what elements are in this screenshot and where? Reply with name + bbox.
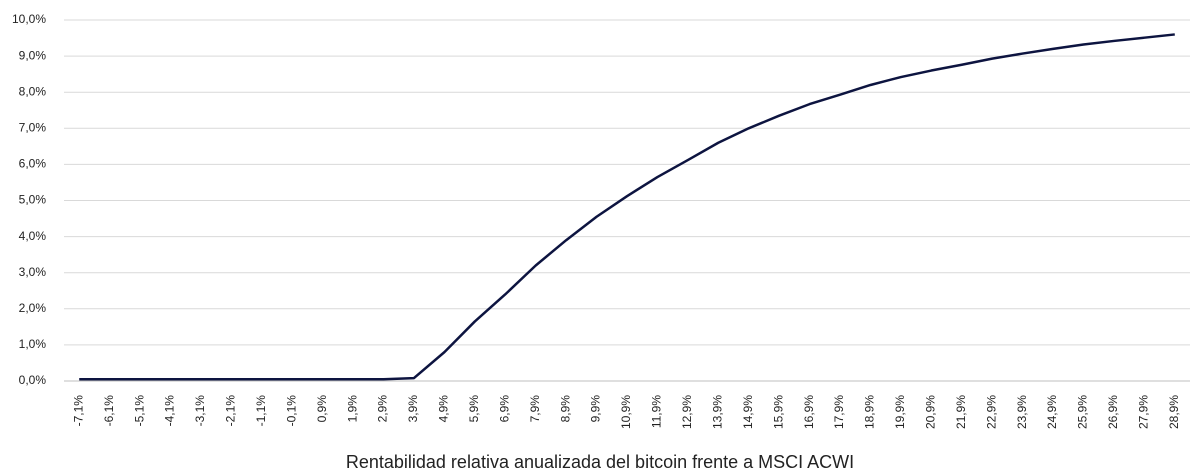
x-tick-label: 9,9%: [589, 395, 603, 423]
x-tick-label: 1,9%: [345, 395, 359, 423]
x-tick-label: 0,9%: [315, 395, 329, 423]
x-tick-label: 14,9%: [741, 395, 755, 429]
y-tick-label: 1,0%: [19, 337, 47, 351]
y-tick-label: 4,0%: [19, 229, 47, 243]
x-tick-label: -3,1%: [193, 395, 207, 427]
x-tick-label: 27,9%: [1137, 395, 1151, 429]
x-tick-label: 26,9%: [1106, 395, 1120, 429]
x-tick-label: 7,9%: [528, 395, 542, 423]
x-tick-label: 2,9%: [376, 395, 390, 423]
x-tick-label: 20,9%: [923, 395, 937, 429]
x-tick-label: 18,9%: [863, 395, 877, 429]
y-tick-label: 7,0%: [19, 120, 47, 134]
x-tick-label: 10,9%: [619, 395, 633, 429]
y-tick-label: 3,0%: [19, 265, 47, 279]
x-tick-label: 28,9%: [1167, 395, 1181, 429]
x-tick-label: 23,9%: [1015, 395, 1029, 429]
x-tick-label: -5,1%: [132, 395, 146, 427]
x-tick-label: -6,1%: [102, 395, 116, 427]
line: [79, 33, 1175, 381]
y-tick-label: 8,0%: [19, 84, 47, 98]
y-tick-label: 6,0%: [19, 157, 47, 171]
x-tick-label: 15,9%: [771, 395, 785, 429]
x-tick-label: 5,9%: [467, 395, 481, 423]
x-tick-label: 17,9%: [832, 395, 846, 429]
x-tick-label: 3,9%: [406, 395, 420, 423]
x-tick-label: 12,9%: [680, 395, 694, 429]
x-tick-label: -0,1%: [284, 395, 298, 427]
x-tick-label: -7,1%: [71, 395, 85, 427]
x-tick-label: -2,1%: [224, 395, 238, 427]
y-tick-label: 5,0%: [19, 193, 47, 207]
x-tick-label: -1,1%: [254, 395, 268, 427]
x-tick-label: 11,9%: [650, 395, 664, 428]
x-tick-label: 6,9%: [497, 395, 511, 423]
x-tick-label: 24,9%: [1045, 395, 1059, 429]
x-tick-label: 8,9%: [558, 395, 572, 423]
x-tick-label: 21,9%: [954, 395, 968, 429]
x-tick-label: 25,9%: [1076, 395, 1090, 429]
y-tick-label: 9,0%: [19, 48, 47, 62]
y-tick-label: 10,0%: [12, 12, 46, 26]
x-tick-label: 16,9%: [802, 395, 816, 429]
x-axis-title: Rentabilidad relativa anualizada del bit…: [346, 452, 854, 472]
y-tick-label: 0,0%: [19, 373, 47, 387]
x-tick-label: -4,1%: [163, 395, 177, 427]
y-tick-label: 2,0%: [19, 301, 47, 315]
x-tick-label: 19,9%: [893, 395, 907, 429]
x-tick-label: 22,9%: [984, 395, 998, 429]
x-tick-label: 4,9%: [437, 395, 451, 423]
x-tick-label: 13,9%: [710, 395, 724, 429]
